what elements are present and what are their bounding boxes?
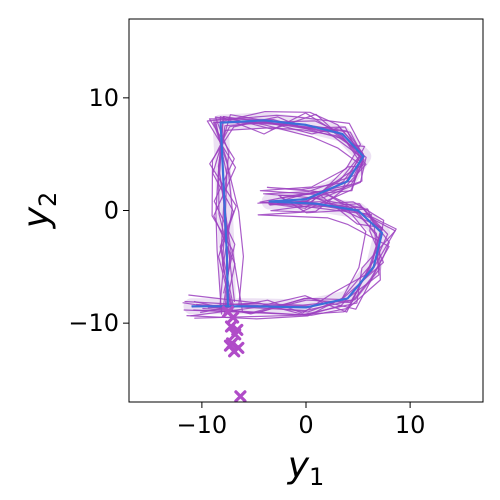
tick-layer: −10 0 10 −10 0 10 <box>68 84 425 439</box>
mean-path-layer <box>191 119 384 309</box>
y-tick-label: 10 <box>88 84 119 112</box>
endpoint-marker <box>221 305 235 318</box>
trajectory-line <box>188 116 381 315</box>
trajectory-line <box>194 114 396 319</box>
x-axis-label: y1 <box>287 445 325 491</box>
endpoint-marker <box>228 345 241 358</box>
y-tick-label: −10 <box>68 309 119 337</box>
trajectory-line <box>202 118 390 316</box>
x-tick-label: 0 <box>298 411 313 439</box>
endpoint-marker <box>224 320 238 333</box>
y-axis-label: y2 <box>16 192 62 230</box>
x-tick-label: −10 <box>177 411 228 439</box>
trajectory-line <box>186 111 385 320</box>
mean-path-line <box>191 119 384 309</box>
endpoint-markers-layer <box>221 305 247 403</box>
x-tick-label: 10 <box>395 411 426 439</box>
plot-area <box>129 19 483 402</box>
y-tick-label: 0 <box>104 197 119 225</box>
endpoint-marker <box>231 323 244 337</box>
endpoint-marker <box>234 390 247 403</box>
